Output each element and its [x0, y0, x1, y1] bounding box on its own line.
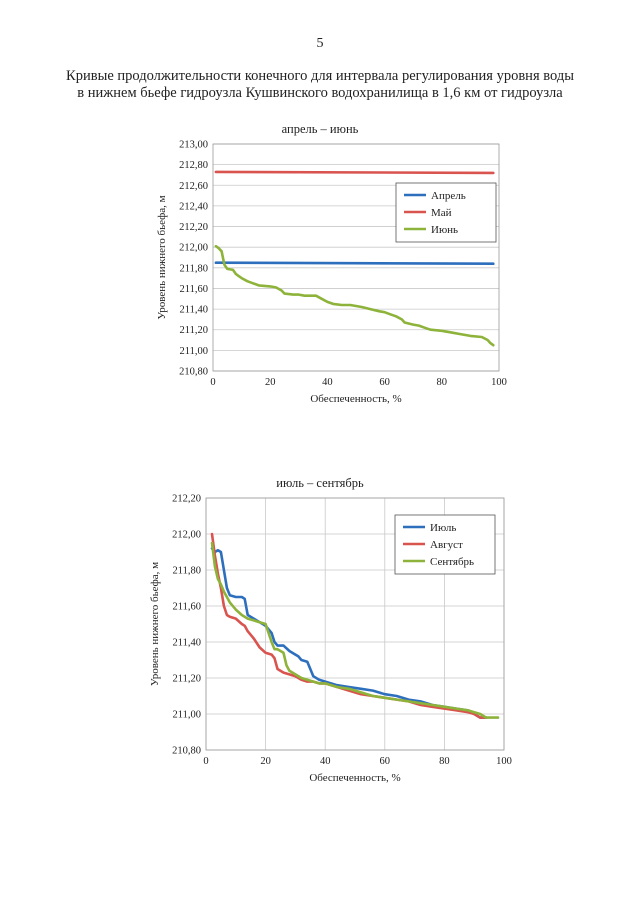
chart-1-y-tick-label: 212,60: [179, 181, 208, 192]
chart-1-x-tick-label: 80: [437, 377, 448, 388]
chart-1: 210,80 211,00 211,20 211,40 211,60 211,80 212,…: [156, 140, 507, 406]
chart-1-y-tick-label: 211,40: [180, 305, 209, 316]
page-title-line-1: Кривые продолжительности конечного для и…: [66, 68, 574, 84]
chart-2-legend-label-1: Июль: [430, 522, 456, 534]
chart-1-y-tick-label: 212,20: [179, 222, 208, 233]
chart-1-title: апрель – июнь: [281, 122, 359, 136]
chart-2-y-axis-label: Уровень нижнего бьефа, м: [149, 562, 161, 686]
chart-2-legend: [394, 514, 496, 575]
chart-1-plot-frame: [212, 143, 500, 372]
chart-2-y-tick-label: 211,40: [173, 638, 202, 649]
chart-1-y-axis-label: Уровень нижнего бьефа, м: [156, 195, 168, 319]
chart-1-x-tick-label: 100: [491, 377, 507, 388]
chart-1-y-tick-label: 211,80: [180, 263, 209, 274]
chart-1-legend: [395, 182, 497, 243]
chart-2-x-tick-label: 80: [439, 756, 450, 767]
chart-1-grid: [213, 143, 499, 372]
chart-1-series-line-3: [214, 244, 495, 347]
chart-1-legend-label-2: Май: [431, 207, 452, 219]
chart-1-y-tick-label: 211,00: [180, 346, 209, 357]
chart-1-x-tick-label: 60: [379, 377, 390, 388]
chart-1-y-tick-label: 210,80: [179, 367, 208, 378]
chart-2-y-tick-label: 211,00: [173, 710, 202, 721]
chart-2-series-line-1: [210, 547, 488, 719]
chart-2-x-tick-label: 60: [380, 756, 391, 767]
page-title: Кривые продолжительности конечного для и…: [40, 68, 600, 102]
chart-2-x-tick-label: 40: [320, 756, 331, 767]
chart-1-x-tick-label: 20: [265, 377, 276, 388]
chart-1-x-tick-label: 40: [322, 377, 333, 388]
chart-1-legend-label-3: Июнь: [431, 224, 458, 236]
page-title-line-2: в нижнем бьефе гидроузла Кушвинского вод…: [77, 85, 563, 101]
chart-2-y-tick-label: 212,20: [172, 494, 201, 505]
chart-2-x-tick-label: 20: [260, 756, 271, 767]
chart-2-series-line-3: [210, 541, 500, 719]
chart-1-y-tick-label: 211,60: [180, 284, 209, 295]
chart-2-x-tick-label: 0: [203, 756, 208, 767]
chart-1-y-tick-label: 211,20: [180, 325, 209, 336]
chart-1-y-tick-label: 212,00: [179, 243, 208, 254]
chart-2-plot-frame: [205, 497, 505, 751]
chart-2-y-tick-label: 212,00: [172, 530, 201, 541]
chart-2: 210,80 211,00 211,20 211,40 211,60 211,80 212,…: [149, 494, 512, 785]
chart-1-x-axis-label: Обеспеченность, %: [310, 393, 401, 405]
chart-2-legend-label-2: Август: [430, 539, 463, 551]
chart-1-y-tick-label: 212,80: [179, 160, 208, 171]
chart-2-y-tick-label: 211,80: [173, 566, 202, 577]
chart-1-series-line-2: [214, 170, 495, 175]
chart-2-series-line-2: [210, 532, 488, 719]
chart-1-legend-label-1: Апрель: [431, 190, 466, 202]
chart-2-y-tick-label: 210,80: [172, 746, 201, 757]
chart-2-x-axis-label: Обеспеченность, %: [309, 772, 400, 784]
chart-2-x-tick-label: 100: [496, 756, 512, 767]
chart-2-title: июль – сентябрь: [276, 476, 364, 490]
chart-1-series-line-1: [214, 261, 495, 265]
chart-1-y-tick-label: 213,00: [179, 140, 208, 151]
chart-2-y-tick-label: 211,20: [173, 674, 202, 685]
chart-1-y-tick-label: 212,40: [179, 201, 208, 212]
page-number: 5: [316, 36, 324, 51]
chart-2-y-tick-label: 211,60: [173, 602, 202, 613]
chart-2-legend-label-3: Сентябрь: [430, 556, 474, 568]
chart-1-x-tick-label: 0: [210, 377, 215, 388]
